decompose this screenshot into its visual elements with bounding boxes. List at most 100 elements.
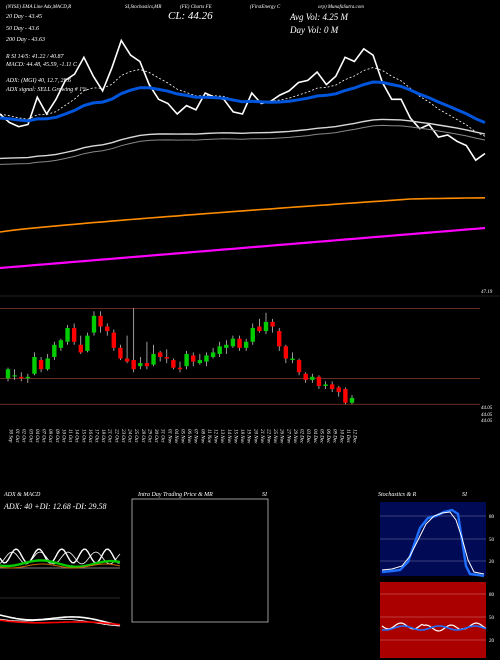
candle-body: [45, 358, 50, 370]
adx-minus-di-line: [0, 551, 121, 565]
adx-signal: ADX signal: SELL Growing # 1%: [6, 87, 88, 93]
adx-plus-di-line: [0, 548, 121, 564]
candle-body: [250, 328, 255, 342]
ema20-legend: 20 Day - 43.45: [6, 14, 42, 20]
header-title-2: SI,Stochastics,MR: [125, 5, 162, 10]
date-tick-label: 18 Nov: [239, 429, 244, 444]
candle-body: [224, 344, 229, 348]
rsi-tick-label: 80: [489, 593, 495, 598]
intraday-panel: [131, 498, 269, 623]
date-tick-label: 08 Oct: [47, 429, 52, 443]
date-tick-label: 29 Nov: [292, 429, 297, 444]
candle-body: [71, 328, 77, 342]
date-tick-label: 04 Nov: [173, 429, 178, 444]
date-tick-label: 11 Dec: [345, 429, 350, 444]
price-line: [0, 38, 486, 162]
candle-body: [336, 387, 341, 393]
date-tick-label: 15 Oct: [80, 429, 85, 443]
header-title-1: (NYSE) EMA Line Adx,MACD,R: [6, 5, 72, 10]
date-tick-label: 21 Nov: [259, 429, 264, 444]
date-tick-label: 14 Oct: [74, 429, 79, 443]
ema100-line: [0, 197, 486, 233]
candle-body: [323, 384, 328, 386]
candle-body: [177, 367, 183, 370]
header-title-5: orp) MunafaSutra.com: [318, 5, 364, 10]
candle-body: [124, 358, 130, 362]
macd-readout: MACD: 44.48, 45.59, -1.11 C: [6, 62, 78, 68]
candle-body: [91, 315, 97, 333]
date-tick-label: 20 Nov: [252, 429, 257, 444]
date-tick-label: 31 Oct: [160, 429, 165, 443]
date-tick-label: 17 Oct: [94, 429, 99, 443]
candlestick-panel: [0, 308, 480, 405]
date-tick-label: 06 Nov: [186, 429, 191, 444]
price-label-low-1: 44.05: [481, 406, 493, 411]
candle-body: [58, 340, 64, 348]
date-tick-label: 03 Oct: [27, 429, 32, 443]
day-volume: Day Vol: 0 M: [290, 25, 339, 35]
date-tick-label: 25 Nov: [272, 429, 277, 444]
date-tick-label: 10 Dec: [338, 429, 343, 444]
candle-body: [191, 355, 196, 362]
date-tick-label: 25 Oct: [133, 429, 138, 443]
candle-body: [171, 360, 176, 368]
date-tick-label: 22 Oct: [113, 429, 118, 443]
candle-body: [210, 352, 216, 357]
ema200-legend: 200 Day - 43.63: [6, 37, 45, 43]
date-tick-label: 28 Oct: [140, 429, 145, 443]
stochastic-d-line: [381, 511, 485, 575]
candle-body: [283, 346, 289, 359]
date-tick-label: 04 Dec: [312, 429, 317, 444]
avg-volume: Avg Vol: 4.25 M: [290, 12, 348, 22]
adx-orange-line: [0, 563, 121, 569]
date-tick-label: 05 Dec: [318, 429, 323, 444]
candle-body: [118, 347, 123, 359]
stochastics-rsi-panel: 80 50 20 80 50 20: [380, 502, 495, 658]
candle-body: [12, 375, 17, 377]
candle-body: [217, 346, 222, 354]
date-tick-label: 15 Nov: [232, 429, 237, 444]
candle-body: [164, 357, 169, 359]
candle-body: [65, 328, 70, 342]
stoch-panel-title-2: SI: [462, 492, 467, 498]
candle-body: [144, 363, 150, 367]
intraday-panel-box: [131, 498, 269, 623]
candle-body: [290, 358, 295, 361]
candle-body: [5, 369, 11, 379]
date-tick-label: 24 Oct: [127, 429, 132, 443]
ema-panel: [0, 38, 500, 297]
date-tick-label: 23 Oct: [120, 429, 125, 443]
rsi-readout: R SI 14/5: 41.22 / 40.87: [6, 54, 64, 60]
date-tick-label: 03 Dec: [305, 429, 310, 444]
stochastics-tick-label: 20: [489, 560, 495, 565]
price-label-low-2: 44.05: [481, 413, 493, 418]
header-title-4: (FirstEnergy C: [250, 5, 281, 10]
date-tick-label: 11 Nov: [206, 429, 211, 444]
date-tick-label: 01 Nov: [166, 429, 171, 444]
date-tick-label: 19 Nov: [246, 429, 251, 444]
candle-body: [237, 338, 242, 348]
candle-body: [32, 357, 37, 374]
intraday-panel-title-2: SI: [262, 492, 267, 498]
candle-body: [310, 376, 315, 380]
candle-body: [263, 321, 269, 332]
rsi-signal-line: [381, 625, 487, 631]
date-tick-label: 18 Oct: [100, 429, 105, 443]
adx-macd-panel: [0, 498, 121, 660]
date-tick-label: 02 Dec: [299, 429, 304, 444]
date-tick-label: 07 Nov: [193, 429, 198, 444]
candle-body: [349, 397, 355, 403]
candle-body: [151, 353, 156, 365]
candle-body: [105, 326, 110, 332]
rsi-bg: [380, 582, 486, 658]
date-tick-label: 14 Nov: [226, 429, 231, 444]
date-tick-label: 21 Oct: [107, 429, 112, 443]
header-title-3: (FE) Charts FE: [180, 5, 212, 10]
candle-body: [98, 315, 103, 327]
candle-body: [343, 389, 348, 403]
macd-histogram-line: [0, 619, 121, 626]
ema50-legend: 50 Day - 43.6: [6, 26, 39, 32]
candle-body: [184, 353, 189, 367]
ema200-line: [0, 226, 486, 270]
